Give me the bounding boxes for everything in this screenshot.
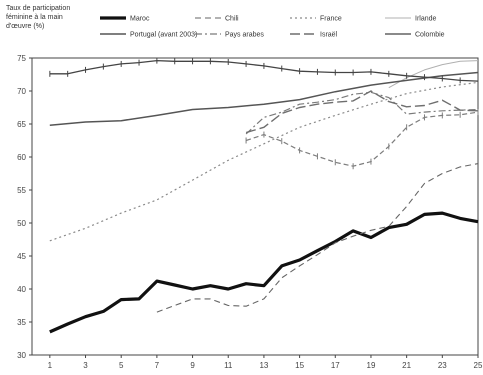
y-tick-label: 60 (17, 153, 26, 162)
legend-label: Pays arabes (225, 32, 264, 39)
series-line-france (49, 81, 479, 242)
y-tick-label: 40 (17, 285, 26, 294)
y-tick-label: 35 (17, 318, 26, 327)
x-tick-label: 15 (295, 361, 304, 370)
x-tick-label: 5 (119, 361, 124, 370)
x-tick-label: 21 (402, 361, 411, 370)
x-tick-label: 13 (259, 361, 268, 370)
x-tick-label: 23 (438, 361, 447, 370)
legend-label: France (320, 16, 342, 23)
series-line-unlabeled (245, 111, 479, 167)
series-line-maroc (49, 211, 479, 334)
plot-frame (31, 57, 479, 356)
series-line-portugal-avant-2003 (49, 71, 479, 127)
x-tick-label: 7 (155, 361, 160, 370)
legend-label: Colombie (415, 32, 445, 39)
y-tick-label: 65 (17, 120, 26, 129)
legend-label: Portugal (avant 2003) (130, 32, 197, 39)
x-tick-label: 3 (83, 361, 88, 370)
legend-label: Maroc (130, 16, 150, 23)
x-tick-label: 25 (474, 361, 483, 370)
y-tick-label: 30 (17, 351, 26, 360)
y-axis-label: d'œuvre (%) (6, 23, 44, 30)
y-tick-label: 70 (17, 87, 26, 96)
y-tick-label: 50 (17, 219, 26, 228)
legend-label: Israël (320, 32, 338, 39)
x-tick-label: 11 (224, 361, 233, 370)
y-axis-label: féminine à la main (6, 14, 63, 21)
x-tick-label: 19 (367, 361, 376, 370)
series-line-chili (156, 163, 479, 313)
x-tick-label: 9 (190, 361, 195, 370)
legend-label: Irlande (415, 16, 437, 23)
series-line-irlande (388, 60, 479, 89)
legend-label: Chili (225, 16, 239, 23)
y-tick-label: 55 (17, 186, 26, 195)
series-line-pays-arabes (245, 91, 479, 135)
y-tick-label: 75 (17, 54, 26, 63)
x-tick-label: 1 (48, 361, 53, 370)
y-tick-label: 45 (17, 252, 26, 261)
y-axis-label: Taux de participation (6, 5, 70, 12)
x-tick-label: 17 (331, 361, 340, 370)
series-line-isra-l (245, 90, 479, 134)
